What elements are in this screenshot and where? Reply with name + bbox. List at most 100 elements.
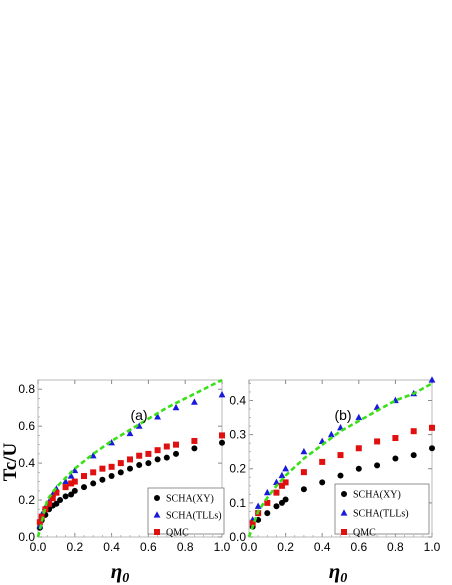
data-point-triangle — [154, 413, 161, 420]
legend-entry-label: QMC — [166, 528, 189, 539]
data-point-square — [191, 437, 198, 444]
data-point-triangle — [126, 429, 134, 437]
data-point-square — [49, 495, 56, 502]
x-axis-label-b: η0 — [329, 559, 348, 585]
data-point-square — [264, 499, 271, 506]
y-tick-label: 0.3 — [229, 428, 246, 442]
data-point-square — [71, 478, 78, 485]
legend: SCHA(XY) SCHA(TLLs) QMC — [147, 487, 225, 539]
data-point-square — [337, 452, 344, 459]
legend-marker-square — [341, 529, 347, 535]
legend-entry-label: QMC — [353, 528, 376, 539]
x-tick-label: 0.0 — [30, 540, 47, 554]
x-tick-label: 0.2 — [66, 540, 83, 554]
legend-marker-circle — [154, 495, 160, 501]
data-point-square — [90, 469, 97, 476]
data-point-square — [410, 428, 417, 435]
data-point-square — [53, 489, 60, 496]
data-point-circle — [57, 497, 64, 504]
data-point-circle — [319, 479, 326, 486]
y-tick-label: 0.4 — [18, 456, 35, 470]
x-tick-label: 0.4 — [314, 540, 331, 554]
x-tick-label: 0.4 — [103, 540, 120, 554]
data-point-triangle — [62, 477, 69, 485]
x-axis-label-a-symbol: η — [111, 559, 123, 583]
y-tick-label: 0.0 — [229, 530, 246, 544]
y-tick-label: 0.6 — [18, 419, 35, 433]
legend-entry-label: SCHA(XY) — [353, 490, 401, 501]
data-point-triangle — [172, 403, 180, 411]
data-point-circle — [264, 510, 271, 517]
panel-label: (a) — [130, 407, 147, 423]
data-point-circle — [108, 473, 115, 480]
data-point-triangle — [273, 478, 280, 485]
data-point-circle — [219, 439, 225, 446]
legend-marker-triangle — [340, 509, 348, 516]
x-tick-label: 0.0 — [241, 540, 258, 554]
data-point-square — [374, 438, 381, 445]
data-point-circle — [173, 450, 179, 457]
data-point-circle — [127, 465, 133, 472]
chart-panel-b: 0.0 0.2 0.4 0.6 0.8 1.0 0.0 0.1 0.2 0.3 0.4 (b) SCHA… — [229, 376, 441, 554]
legend-box — [334, 483, 430, 535]
y-tick-label: 0.1 — [229, 496, 246, 510]
data-point-square — [219, 432, 225, 439]
data-point-square — [273, 489, 280, 496]
data-point-triangle — [300, 447, 308, 455]
data-point-square — [108, 463, 115, 470]
panel-label: (b) — [334, 407, 351, 423]
data-point-circle — [145, 460, 152, 467]
x-axis-label-a: η0 — [111, 559, 130, 585]
data-point-square — [429, 424, 435, 431]
x-axis-label-b-subscript: 0 — [340, 571, 347, 585]
data-point-circle — [90, 480, 97, 487]
data-point-square — [249, 520, 256, 527]
data-point-square — [392, 435, 399, 442]
data-point-triangle — [218, 390, 226, 398]
y-tick-label: 0.0 — [18, 530, 35, 544]
dashed-curve — [247, 382, 433, 538]
data-point-circle — [191, 445, 198, 452]
x-axis-label-b-symbol: η — [329, 559, 341, 583]
legend-box — [147, 487, 225, 535]
data-point-triangle — [254, 502, 262, 509]
data-point-circle — [68, 491, 75, 498]
data-point-triangle — [67, 472, 75, 479]
data-point-circle — [429, 445, 435, 452]
data-point-triangle — [355, 413, 363, 421]
data-point-circle — [337, 472, 344, 479]
data-point-square — [173, 441, 179, 448]
data-point-square — [127, 456, 133, 463]
data-point-square — [36, 519, 43, 526]
data-point-circle — [154, 456, 161, 463]
data-point-square — [319, 458, 326, 465]
legend: SCHA(XY) SCHA(TLLs) QMC — [334, 483, 430, 539]
data-point-circle — [392, 455, 399, 462]
data-point-circle — [99, 476, 106, 483]
y-tick-label: 0.2 — [18, 493, 35, 507]
x-axis-label-a-subscript: 0 — [122, 571, 129, 585]
y-tick-label: 0.8 — [18, 382, 35, 396]
data-point-circle — [71, 487, 78, 494]
x-tick-label: 0.6 — [140, 540, 157, 554]
data-point-circle — [282, 496, 289, 503]
data-point-square — [282, 479, 289, 486]
data-point-circle — [81, 484, 87, 491]
data-point-square — [117, 460, 124, 467]
data-point-circle — [374, 462, 381, 469]
data-point-triangle — [428, 376, 436, 383]
x-tick-label: 0.2 — [277, 540, 294, 554]
data-point-square — [145, 450, 152, 457]
data-point-square — [62, 484, 69, 491]
legend-entry-label: SCHA(XY) — [166, 494, 214, 505]
data-point-circle — [163, 454, 170, 461]
data-point-circle — [355, 465, 362, 472]
data-point-circle — [300, 486, 307, 493]
data-point-square — [163, 443, 170, 450]
legend-marker-circle — [341, 491, 347, 497]
legend-entry-label: SCHA(TLLs) — [353, 509, 409, 520]
y-tick-label: 0.4 — [229, 393, 246, 407]
data-point-square — [355, 445, 362, 452]
data-point-square — [154, 447, 161, 454]
data-point-square — [38, 513, 45, 520]
